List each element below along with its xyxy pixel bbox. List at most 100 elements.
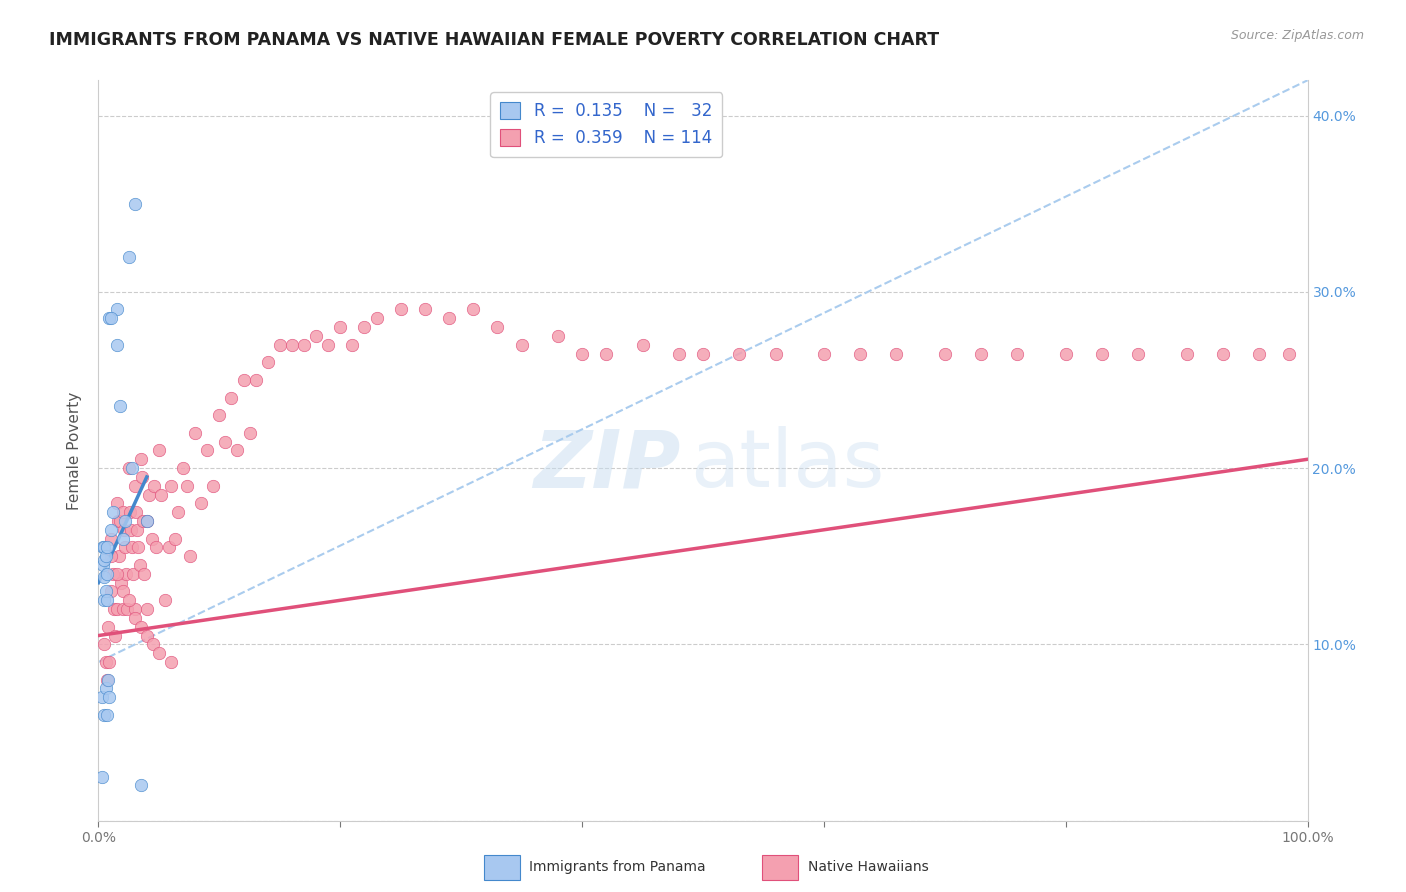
Point	[105, 302, 128, 317]
Legend: R =  0.135    N =   32, R =  0.359    N = 114: R = 0.135 N = 32, R = 0.359 N = 114	[491, 92, 723, 157]
Point	[413, 302, 436, 317]
Point	[96, 673, 118, 687]
Point	[176, 479, 198, 493]
Point	[153, 593, 176, 607]
Point	[245, 373, 267, 387]
Point	[118, 461, 141, 475]
Point	[108, 549, 131, 564]
Point	[101, 505, 124, 519]
Point	[1249, 346, 1271, 360]
Point	[1175, 346, 1198, 360]
Point	[101, 566, 124, 581]
Point	[125, 505, 148, 519]
Point	[97, 620, 120, 634]
Point	[167, 505, 190, 519]
Point	[129, 452, 152, 467]
Point	[160, 479, 183, 493]
Point	[389, 302, 412, 317]
Point	[93, 553, 115, 567]
Point	[122, 566, 145, 581]
Point	[114, 541, 136, 555]
Point	[160, 655, 183, 669]
Point	[886, 346, 908, 360]
Point	[129, 620, 152, 634]
Point	[135, 602, 157, 616]
Point	[94, 655, 117, 669]
Point	[135, 514, 157, 528]
Point	[96, 541, 118, 555]
Point	[100, 311, 122, 326]
Bar	[484, 855, 520, 880]
Point	[96, 593, 118, 607]
Point	[172, 461, 194, 475]
Point	[127, 523, 149, 537]
Point	[112, 523, 135, 537]
Point	[135, 514, 157, 528]
Point	[104, 628, 127, 642]
Point	[135, 628, 157, 642]
Point	[1054, 346, 1077, 360]
Point	[120, 523, 142, 537]
Point	[91, 770, 114, 784]
Point	[96, 707, 118, 722]
Point	[124, 611, 146, 625]
Point	[208, 408, 231, 422]
Point	[111, 584, 134, 599]
Point	[96, 566, 118, 581]
Point	[100, 532, 122, 546]
Point	[127, 541, 149, 555]
Point	[141, 532, 163, 546]
Point	[94, 549, 117, 564]
Point	[98, 690, 121, 705]
Point	[179, 549, 201, 564]
Point	[184, 425, 207, 440]
Point	[131, 470, 153, 484]
Point	[214, 434, 236, 449]
Text: Source: ZipAtlas.com: Source: ZipAtlas.com	[1230, 29, 1364, 42]
Point	[91, 541, 114, 555]
Text: atlas: atlas	[690, 426, 884, 504]
Point	[93, 570, 115, 584]
Point	[1128, 346, 1150, 360]
Point	[117, 602, 139, 616]
Point	[692, 346, 714, 360]
Point	[157, 541, 180, 555]
Point	[111, 505, 134, 519]
Point	[105, 496, 128, 510]
Point	[292, 337, 315, 351]
Point	[124, 602, 146, 616]
Point	[100, 584, 122, 599]
Point	[105, 337, 128, 351]
Point	[134, 566, 156, 581]
Point	[111, 532, 134, 546]
Y-axis label: Female Poverty: Female Poverty	[67, 392, 83, 509]
Point	[668, 346, 690, 360]
Point	[148, 646, 170, 660]
Point	[150, 487, 173, 501]
Point	[93, 593, 115, 607]
Text: ZIP: ZIP	[533, 426, 681, 504]
Point	[143, 479, 166, 493]
Point	[97, 673, 120, 687]
Point	[202, 479, 225, 493]
Point	[353, 320, 375, 334]
Point	[226, 443, 249, 458]
Point	[91, 690, 114, 705]
Point	[970, 346, 993, 360]
Point	[132, 514, 155, 528]
Point	[115, 566, 138, 581]
Point	[631, 337, 654, 351]
Point	[510, 337, 533, 351]
Point	[486, 320, 509, 334]
Point	[437, 311, 460, 326]
Point	[595, 346, 617, 360]
Point	[142, 637, 165, 651]
Point	[239, 425, 262, 440]
Point	[91, 558, 114, 572]
Point	[94, 681, 117, 696]
Point	[98, 655, 121, 669]
Point	[108, 400, 131, 414]
Point	[1278, 346, 1301, 360]
Point	[124, 196, 146, 211]
Point	[1091, 346, 1114, 360]
